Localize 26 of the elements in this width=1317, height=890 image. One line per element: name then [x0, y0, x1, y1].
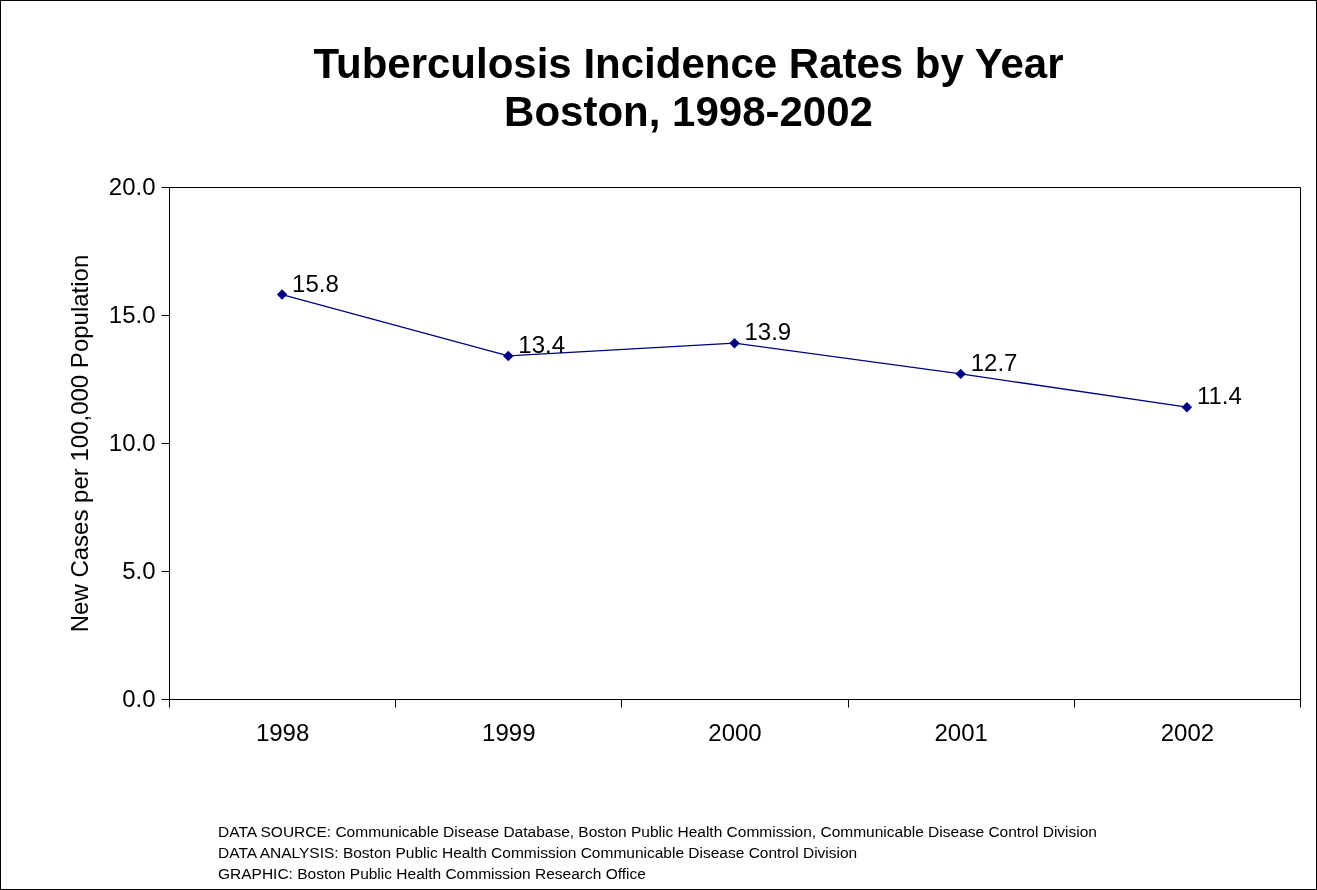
data-label: 15.8 [292, 269, 339, 297]
data-label: 13.9 [744, 318, 792, 346]
source-note: DATA SOURCE: Communicable Disease Database, Boston Public Health Commission, Communicable Disease Control Division [218, 822, 1097, 842]
point [503, 350, 514, 362]
y-tick-label: 15.0 [108, 300, 156, 328]
text: DATA ANALYSIS: Boston Public Health Commission Communicable Disease Control Division [218, 843, 859, 863]
point [729, 337, 740, 349]
y-tick-label: 5.0 [122, 556, 156, 584]
x-tick-label: 1998 [255, 718, 310, 746]
x-tick-label: 1999 [482, 718, 536, 746]
chart-subtitle: Boston, 1998-2002 [504, 88, 873, 135]
x-tick-label: 2002 [1160, 718, 1215, 746]
data-label: 11.4 [1196, 382, 1242, 410]
point [955, 368, 966, 380]
x-tick-label: 2001 [934, 718, 988, 746]
y-tick-label: 10.0 [108, 428, 156, 456]
data-label: 12.7 [970, 348, 1018, 376]
x-tick-label: 2000 [708, 718, 762, 746]
data-label: 13.4 [518, 330, 566, 358]
y-tick-label: 20.0 [108, 172, 156, 200]
chart-title: Tuberculosis Incidence Rates by Year [313, 40, 1064, 87]
y-axis-title: New Cases per 100,000 Population [65, 254, 93, 633]
point [276, 289, 288, 300]
y-tick-label: 0.0 [122, 684, 156, 712]
text: GRAPHIC: Boston Public Health Commission Research Office [218, 864, 647, 884]
point [1181, 401, 1193, 413]
